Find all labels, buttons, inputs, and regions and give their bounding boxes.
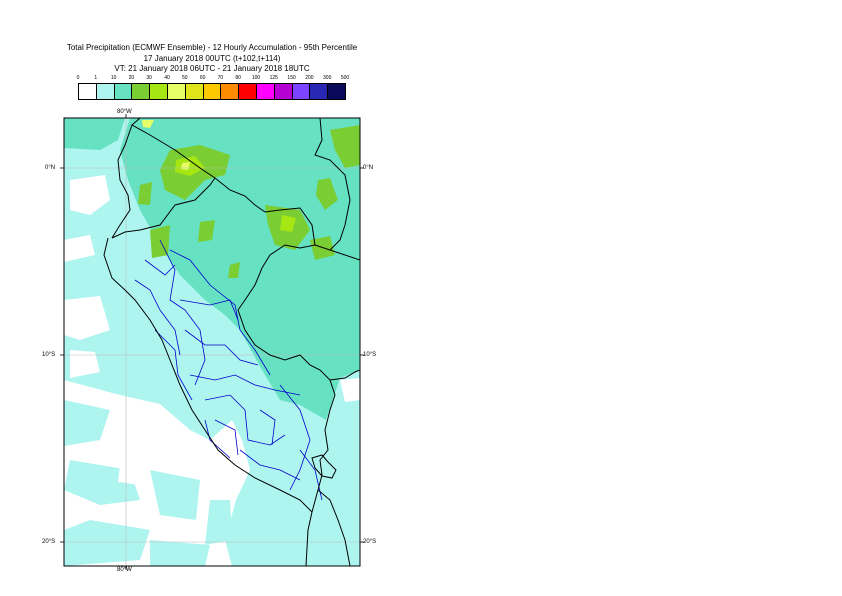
legend-tick-label: 20 [128, 75, 135, 81]
legend-tick-label: 1 [94, 75, 98, 81]
legend-tick-label: 500 [340, 75, 350, 81]
legend-tick-label: 100 [251, 75, 261, 81]
lat-label-left-0: 0°N [45, 165, 56, 171]
map-ticks [60, 114, 364, 570]
legend-tick-label: 200 [305, 75, 314, 81]
lon-label-top: 80°W [117, 109, 132, 115]
lat-label-right-20s: 20°S [363, 539, 377, 545]
legend-tick-label: 150 [287, 75, 296, 81]
legend-tick-label: 60 [199, 75, 206, 81]
legend-tick-label: 30 [146, 75, 152, 81]
lat-label-right-0: 0°N [363, 165, 374, 171]
legend-tick-label: 40 [164, 75, 170, 81]
legend-tick-label: 80 [235, 75, 241, 81]
lat-label-left-20s: 20°S [42, 539, 56, 545]
legend-tick-label: 50 [182, 75, 188, 81]
legend-tick-label: 70 [217, 75, 224, 81]
legend-tick-label: 10 [110, 75, 117, 81]
coastline-borders [103, 118, 360, 566]
regional-borders [134, 239, 323, 501]
chart-run-time: 17 January 2018 00UTC (t+102,t+114) [143, 54, 281, 63]
precip-lime-blobs [175, 156, 296, 232]
legend-swatch [327, 83, 346, 100]
chart-title: Total Precipitation (ECMWF Ensemble) - 1… [66, 43, 358, 52]
graticule [64, 118, 360, 566]
legend-tick-label: 125 [269, 75, 278, 81]
legend-tick-label: 300 [323, 75, 332, 81]
precip-ocean-patches [64, 400, 232, 566]
chart-valid-time: VT: 21 January 2018 06UTC - 21 January 2… [114, 64, 310, 73]
lat-label-right-10s: 10°S [363, 352, 377, 358]
lon-label-bottom: 80°W [117, 567, 132, 573]
precip-gaps [64, 175, 360, 485]
map-frame [63, 117, 361, 567]
legend-tick-label: 0 [76, 75, 80, 81]
precip-field [64, 118, 360, 566]
precip-medium-north [64, 118, 125, 150]
lat-label-left-10s: 10°S [42, 352, 56, 358]
